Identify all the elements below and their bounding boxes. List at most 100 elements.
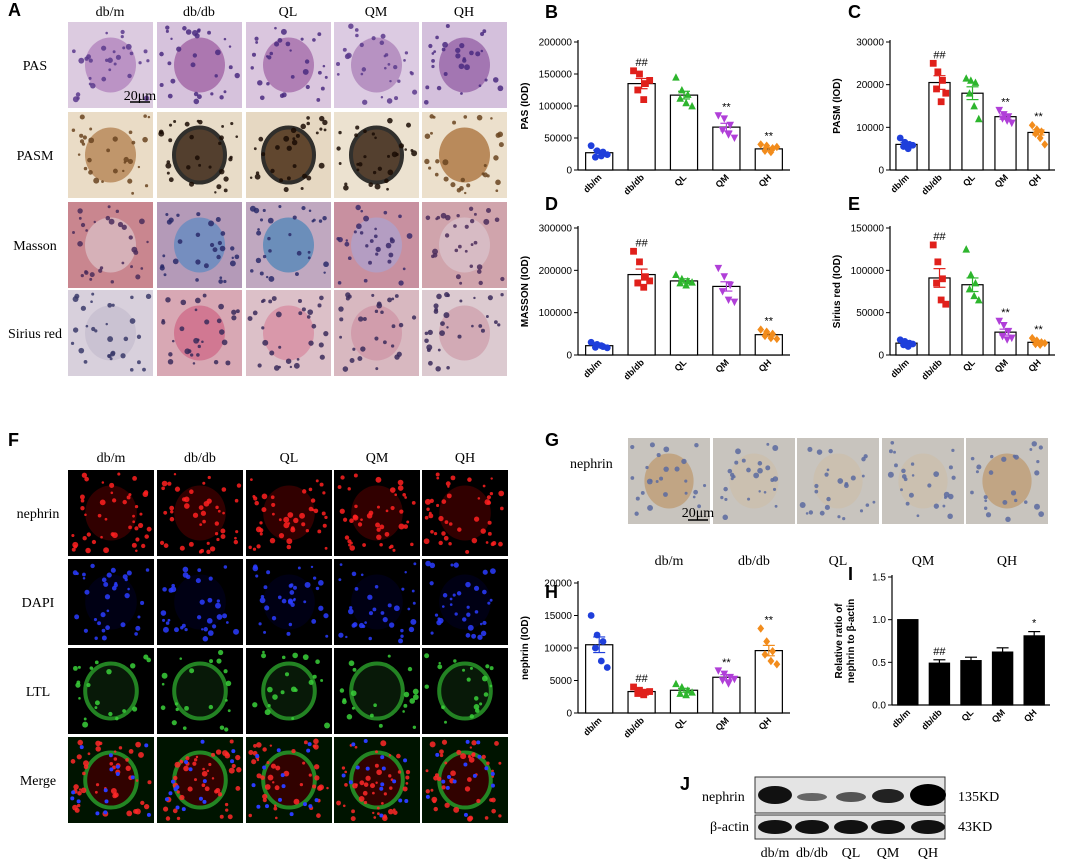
glomerulus <box>263 37 314 93</box>
cell <box>218 141 222 146</box>
glomerulus <box>85 127 136 183</box>
cell <box>388 753 392 757</box>
cell <box>167 481 172 486</box>
cell <box>288 233 292 237</box>
x-tick-label: db/db <box>919 707 944 732</box>
nucleus <box>79 745 84 750</box>
data-point <box>636 70 643 78</box>
cell <box>413 694 419 701</box>
cell <box>307 256 311 260</box>
cell <box>174 761 181 768</box>
cell <box>402 492 406 497</box>
cell <box>372 607 377 612</box>
cell <box>286 176 291 181</box>
cell <box>76 803 81 808</box>
cell <box>374 336 379 341</box>
cell <box>202 519 206 524</box>
cell <box>735 448 741 455</box>
row-label: nephrin <box>17 507 60 522</box>
cell <box>428 166 432 170</box>
cell <box>216 184 222 190</box>
cell <box>184 705 189 711</box>
cell <box>274 26 277 30</box>
cell <box>216 614 223 620</box>
cell <box>424 331 429 336</box>
cell <box>387 259 392 264</box>
cell <box>257 228 260 231</box>
cell <box>360 518 363 522</box>
cell <box>107 354 111 358</box>
cell <box>275 311 282 318</box>
cell <box>911 474 915 477</box>
cell <box>464 786 471 792</box>
data-point <box>942 89 950 97</box>
cell <box>449 603 453 606</box>
nucleus <box>202 799 207 804</box>
cell <box>684 479 688 483</box>
cell <box>75 92 81 97</box>
cell <box>863 454 868 459</box>
cell <box>182 726 187 731</box>
cell <box>89 272 95 278</box>
cell <box>161 320 166 325</box>
cell <box>80 787 87 794</box>
glomerulus <box>439 37 490 93</box>
nucleus <box>115 771 120 776</box>
cell <box>319 115 325 122</box>
data-point <box>688 278 696 286</box>
row-label: DAPI <box>22 596 55 611</box>
data-point <box>757 325 765 334</box>
cell <box>233 628 239 635</box>
cell <box>201 340 204 344</box>
glomerulus <box>437 661 493 721</box>
cell <box>403 691 410 698</box>
cell <box>630 444 635 450</box>
cell <box>170 37 173 41</box>
cell <box>165 621 170 625</box>
cell <box>469 264 474 268</box>
data-point <box>646 277 654 285</box>
cell <box>323 613 329 619</box>
cell <box>85 229 88 232</box>
nucleus <box>289 812 294 817</box>
cell <box>217 509 221 513</box>
cell <box>109 761 114 766</box>
cell <box>262 798 267 803</box>
cell <box>411 589 415 593</box>
cell <box>390 344 395 348</box>
bar <box>928 662 951 706</box>
cell <box>225 698 228 702</box>
glomerulus <box>351 485 403 541</box>
cell <box>338 578 342 582</box>
cell <box>389 786 393 790</box>
nucleus <box>255 753 260 758</box>
data-point <box>597 342 605 350</box>
cell <box>122 499 127 505</box>
cell <box>262 747 267 752</box>
cell <box>444 214 451 221</box>
cell <box>228 767 235 774</box>
cell <box>344 241 350 247</box>
y-axis-label: nephrin to β-actin <box>846 599 857 683</box>
cell <box>359 42 364 48</box>
cell <box>375 252 379 256</box>
cell <box>396 753 401 759</box>
cell <box>284 672 290 677</box>
cell <box>343 185 349 191</box>
cell <box>117 472 121 476</box>
glomerulus <box>263 305 314 361</box>
cell <box>380 611 385 615</box>
cell <box>265 55 269 58</box>
cell <box>365 775 371 781</box>
panel-letter: I <box>848 564 853 584</box>
data-point <box>773 660 781 669</box>
cell <box>485 664 490 669</box>
cell <box>323 261 329 268</box>
cell <box>388 252 394 258</box>
cell <box>195 755 199 759</box>
cell <box>110 491 114 495</box>
cell <box>135 537 140 542</box>
data-point <box>720 115 729 123</box>
cell <box>466 605 470 609</box>
cell <box>348 23 354 29</box>
